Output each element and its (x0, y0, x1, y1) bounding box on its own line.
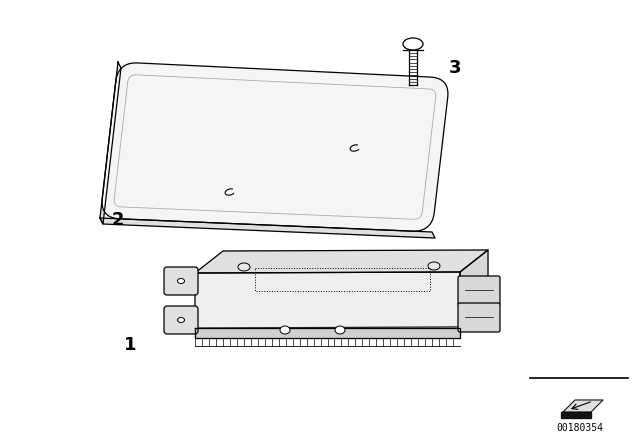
Ellipse shape (177, 318, 184, 323)
Polygon shape (195, 272, 460, 328)
Polygon shape (195, 250, 488, 273)
Ellipse shape (403, 38, 423, 50)
Polygon shape (460, 250, 488, 327)
Ellipse shape (335, 326, 345, 334)
Ellipse shape (428, 262, 440, 270)
Text: 00180354: 00180354 (557, 423, 604, 433)
Polygon shape (195, 328, 460, 338)
Polygon shape (100, 62, 121, 224)
Ellipse shape (177, 279, 184, 284)
FancyBboxPatch shape (458, 276, 500, 305)
Text: 2: 2 (112, 211, 124, 229)
FancyBboxPatch shape (164, 306, 198, 334)
Polygon shape (102, 63, 448, 231)
Text: 1: 1 (124, 336, 136, 354)
Ellipse shape (238, 263, 250, 271)
FancyBboxPatch shape (164, 267, 198, 295)
FancyBboxPatch shape (458, 303, 500, 332)
Text: 3: 3 (449, 59, 461, 77)
Polygon shape (100, 218, 435, 238)
Polygon shape (563, 400, 603, 412)
Polygon shape (561, 412, 591, 418)
Ellipse shape (280, 326, 290, 334)
